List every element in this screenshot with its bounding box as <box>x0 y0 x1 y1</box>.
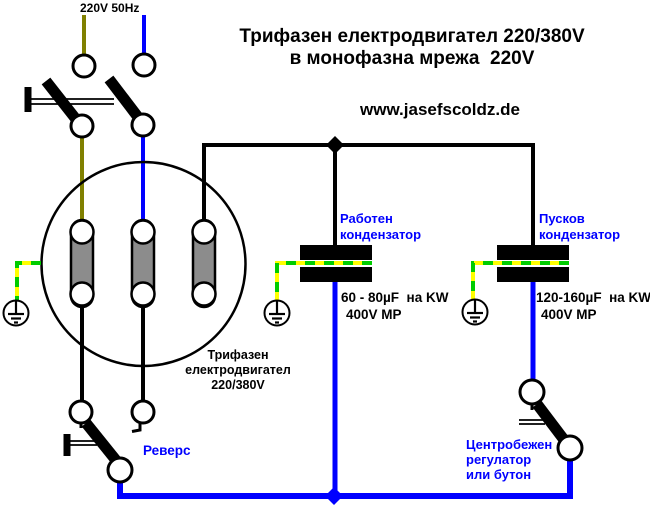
page-title-line2: в монофазна мрежа 220V <box>289 48 535 69</box>
switch-blade-icon <box>81 419 124 468</box>
winding-terminal <box>69 219 95 245</box>
run-capacitor-symbol <box>300 245 372 282</box>
run-capacitor-value: 60 - 80µF на KW <box>341 290 449 305</box>
centrifugal-label-line1: Центробежен <box>466 437 553 452</box>
motor-earth-wire <box>15 261 41 301</box>
terminal-circle <box>130 399 156 425</box>
start-capacitor-symbol <box>497 245 569 282</box>
junction-node-icon <box>325 487 343 505</box>
centrifugal-label-line3: или бутон <box>466 467 532 482</box>
run-capacitor-rating: 400V MP <box>346 307 402 322</box>
mains-switch <box>24 75 146 127</box>
start-capacitor-name-line1: Пусков <box>539 211 585 226</box>
switch-blade-icon <box>41 77 84 127</box>
supply-voltage-label: 220V 50Hz <box>80 1 140 15</box>
run-capacitor-name-line2: кондензатор <box>340 227 422 242</box>
terminal-circle <box>518 378 546 406</box>
winding-terminal <box>191 281 217 307</box>
bottom-bus-wire <box>117 459 573 499</box>
terminal-circle <box>556 434 584 462</box>
motor-winding-1 <box>69 218 95 309</box>
centrifugal-label-line2: регулатор <box>466 452 532 467</box>
switch-blade-icon <box>104 75 146 125</box>
earth-wire-green <box>275 261 372 301</box>
website-label: www.jasefscoldz.de <box>360 100 520 119</box>
motor-symbol <box>40 160 247 368</box>
earth-ground-icon <box>461 298 489 326</box>
motor-label-line3: 220/380V <box>211 378 265 392</box>
page-title-line1: Трифазен електродвигател 220/380V <box>239 26 585 47</box>
capacitor-plate-top <box>497 245 569 260</box>
capacitor-plate-top <box>300 245 372 260</box>
terminal-circle <box>106 456 134 484</box>
run-capacitor-earth-wire <box>275 261 372 301</box>
junction-node-icon <box>326 136 344 154</box>
winding-terminal <box>130 281 156 307</box>
capacitor-plate-bottom <box>300 267 372 282</box>
motor-circle <box>40 160 247 368</box>
terminal-circle <box>130 112 156 138</box>
motor-label-line1: Трифазен <box>207 348 269 362</box>
start-capacitor-name-line2: кондензатор <box>539 227 621 242</box>
earth-wire-green <box>471 261 569 300</box>
motor-label-line2: електродвигател <box>185 363 291 377</box>
reverse-switch <box>63 399 156 484</box>
winding-terminal <box>130 219 156 245</box>
winding-terminal <box>191 219 217 245</box>
start-capacitor-value: 120-160µF на KW <box>536 290 650 305</box>
earth-ground-icon <box>263 299 291 327</box>
start-capacitor-earth-wire <box>471 261 569 300</box>
capacitor-plate-bottom <box>497 267 569 282</box>
terminal-circle <box>71 53 97 79</box>
open-contact-stub <box>131 423 142 433</box>
earth-wire-green <box>15 261 41 301</box>
start-capacitor-rating: 400V MP <box>541 307 597 322</box>
earth-wire-yellow <box>15 261 41 301</box>
earth-ground-icon <box>2 299 30 327</box>
winding-terminal <box>69 281 95 307</box>
terminal-circle <box>69 113 95 139</box>
run-capacitor-name-line1: Работен <box>340 211 393 226</box>
terminal-circle <box>68 399 94 425</box>
motor-winding-2 <box>130 218 156 309</box>
reverse-switch-label: Реверс <box>143 443 191 458</box>
terminal-circle <box>131 52 157 78</box>
centrifugal-switch <box>518 378 584 462</box>
motor-winding-3 <box>191 218 217 309</box>
